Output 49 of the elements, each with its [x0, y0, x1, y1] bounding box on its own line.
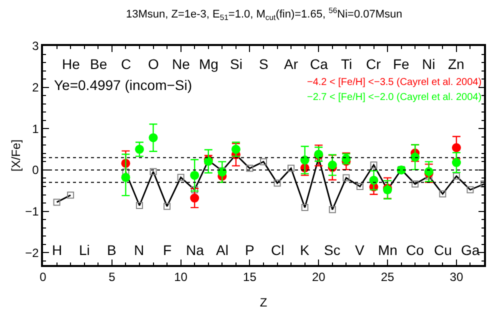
text: −2.7 < [Fe/H] <−2.0 (Cayrel et al. 2004)	[307, 92, 482, 103]
annotation: Ar	[284, 56, 298, 72]
annotation: N	[134, 242, 144, 258]
annotation: Cl	[271, 242, 284, 258]
y-tick-label: 1	[32, 122, 40, 136]
annotation: O	[148, 56, 159, 72]
annotation: C	[121, 56, 132, 72]
annotation: Si	[230, 56, 242, 72]
annotation: F	[163, 242, 172, 258]
y-tick-label: −2	[25, 246, 40, 260]
y-axis-title: [X/Fe]	[8, 139, 23, 172]
annotation: P	[245, 242, 254, 258]
annotation: Ne	[172, 56, 190, 72]
annotation: V	[355, 242, 365, 258]
y-tick-label: 0	[32, 163, 40, 178]
chart-title: 13Msun, Z=1e-3, E$_{51}$=1.0, M$_{cut}$(fin)=1.65, $^{56}$Ni=0.07Msun	[126, 6, 402, 22]
annotation: Cu	[434, 242, 452, 258]
x-tick-label: 15	[243, 270, 257, 284]
y-tick-label: 3	[32, 39, 40, 54]
annotation: Cr	[366, 56, 382, 72]
annotation: Co	[406, 242, 424, 258]
x-tick-label: 25	[380, 270, 395, 284]
text: −4.2 < [Fe/H] <−3.5 (Cayrel et al. 2004)	[307, 77, 482, 88]
annotation: Al	[216, 242, 228, 258]
x-tick-label: 5	[108, 270, 116, 284]
annotation: Ye=0.4997 (incom−Si)	[54, 77, 192, 93]
annotation: Na	[186, 242, 204, 258]
x-axis-title: Z	[260, 296, 268, 310]
annotation: Mg	[199, 56, 218, 72]
x-tick-label: 30	[450, 270, 464, 284]
annotation: K	[300, 242, 310, 258]
annotation: Li	[79, 242, 90, 258]
x-tick-label: 10	[174, 270, 188, 284]
annotation: H	[52, 242, 62, 258]
y-tick-label: 2	[32, 80, 40, 95]
y-tick-label: −1	[25, 204, 40, 218]
annotation: B	[107, 242, 116, 258]
annotation: Be	[90, 56, 108, 72]
annotation: Zn	[448, 56, 464, 72]
annotation: Ga	[461, 242, 480, 258]
annotation: Sc	[324, 242, 340, 258]
annotation: Ca	[310, 56, 328, 72]
annotation: S	[259, 56, 268, 72]
annotation: He	[62, 56, 80, 72]
annotation: Mn	[378, 242, 398, 258]
annotation: Fe	[393, 56, 410, 72]
annotation: Ni	[422, 56, 436, 72]
x-tick-label: 20	[312, 270, 326, 284]
annotation: Ti	[341, 56, 352, 72]
